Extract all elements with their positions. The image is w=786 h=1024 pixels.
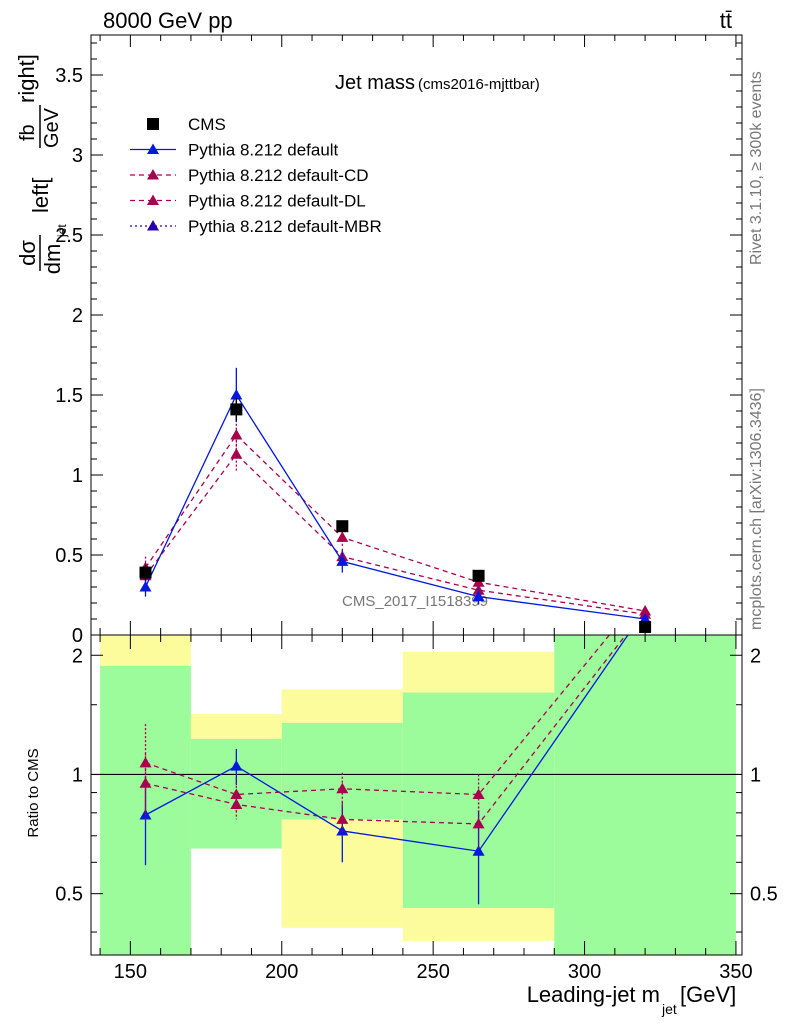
green-band-4 — [554, 635, 736, 955]
legend-marker-mbr — [147, 220, 159, 231]
legend-label-default: Pythia 8.212 default — [188, 141, 339, 160]
legend-marker-cd — [147, 169, 159, 180]
data-point-default — [472, 590, 485, 602]
x-tick-label: 250 — [416, 961, 449, 983]
x-axis: 150 200 250 300 350 — [99, 621, 753, 983]
ratio-y-tick-label: 1 — [72, 764, 83, 786]
ylabel-right-text: right] — [14, 54, 39, 103]
x-axis-label-sub: jet — [661, 1001, 677, 1017]
ylabel-numerator: dσ — [15, 240, 40, 266]
series-line-cd — [144, 433, 646, 612]
data-point-cms — [639, 621, 652, 633]
data-point-cd — [230, 429, 243, 440]
main-series-group — [139, 367, 652, 633]
ratio-y-tick-label-right: 1 — [750, 764, 761, 786]
main-y-tick-label: 3.5 — [55, 65, 83, 87]
main-y-tick-label: 3 — [72, 145, 83, 167]
ratio-point-cd — [336, 782, 349, 794]
x-tick-label: 150 — [114, 961, 147, 983]
ratio-y-tick-label: 0.5 — [55, 884, 83, 906]
main-y-tick-label: 0.5 — [55, 545, 83, 567]
ratio-point-dl — [472, 817, 485, 829]
x-tick-label: 300 — [568, 961, 601, 983]
ratio-y-tick-label-right: 2 — [750, 645, 761, 667]
mcplots-reference-label: mcplots.cern.ch [arXiv:1306.3436] — [748, 388, 765, 630]
x-tick-label: 200 — [265, 961, 298, 983]
ratio-frame — [90, 634, 743, 956]
ratio-uncertainty-bands — [100, 635, 736, 955]
ylabel-left-text: left[ — [28, 178, 53, 213]
ratio-series-group — [91, 635, 742, 905]
data-point-default — [639, 613, 652, 624]
data-point-cms — [472, 569, 485, 582]
legend-label-cd: Pythia 8.212 default-CD — [188, 166, 369, 185]
chart-title: Jet mass — [335, 72, 415, 94]
series-line-default — [144, 393, 646, 620]
legend-marker-default — [147, 143, 159, 154]
main-y-tick-label: 2 — [72, 305, 83, 327]
data-point-cd — [336, 531, 349, 542]
ratio-point-default — [336, 824, 349, 836]
ratio-y-tick-label: 2 — [72, 645, 83, 667]
ratio-y-axis: 0.5 0.5 1 1 2 2 — [55, 645, 778, 933]
data-point-cms — [139, 566, 152, 579]
main-y-tick-label: 0 — [72, 625, 83, 647]
ylabel-fraction-num: fb — [17, 124, 39, 141]
ratio-point-dl — [230, 798, 243, 809]
main-panel: 0 0.5 1 1.5 2 2.5 3 3.5 Jet mass (cms2016-mjttb… — [55, 34, 743, 647]
ratio-point-default — [472, 845, 485, 856]
ratio-point-dl — [139, 777, 152, 788]
main-y-axis: 0 0.5 1 1.5 2 2.5 3 3.5 — [55, 35, 742, 647]
main-y-tick-label: 2.5 — [55, 225, 83, 247]
data-point-cms — [230, 403, 243, 416]
legend-label-cms: CMS — [188, 115, 226, 134]
x-axis-label-unit: [GeV] — [680, 982, 736, 1007]
ratio-y-axis-label: Ratio to CMS — [25, 748, 42, 837]
series-line-dl — [144, 453, 646, 615]
x-axis-label: Leading-jet m — [527, 982, 660, 1007]
ratio-point-default — [230, 760, 243, 771]
main-y-tick-label: 1.5 — [55, 385, 83, 407]
data-point-cd — [639, 605, 652, 616]
data-point-default — [230, 389, 243, 400]
rivet-version-label: Rivet 3.1.10, ≥ 300k events — [748, 71, 765, 265]
series-cms — [139, 398, 652, 633]
data-point-cms — [336, 520, 349, 533]
ratio-series-dl — [139, 635, 627, 849]
series-cd — [139, 415, 652, 616]
legend-label-dl: Pythia 8.212 default-DL — [188, 192, 366, 211]
data-point-default — [336, 555, 349, 566]
ratio-point-cd — [472, 788, 485, 799]
header-process-label: tt̄ — [720, 8, 732, 33]
legend: CMS Pythia 8.212 default Pythia 8.212 defa… — [130, 115, 382, 236]
header-energy-label: 8000 GeV pp — [103, 8, 233, 33]
data-point-default — [139, 581, 152, 592]
analysis-watermark: CMS_2017_I1518399 — [342, 593, 488, 610]
main-y-tick-label: 1 — [72, 465, 83, 487]
legend-marker-cms — [147, 118, 159, 130]
ratio-point-cd — [230, 788, 243, 799]
legend-label-mbr: Pythia 8.212 default-MBR — [188, 217, 382, 236]
main-y-axis-label: dσ dm jet left[ fb GeV right] — [14, 54, 69, 274]
chart-subtitle: (cms2016-mjttbar) — [418, 76, 540, 93]
ratio-y-tick-label-right: 0.5 — [750, 884, 778, 906]
ylabel-fraction-den: GeV — [41, 107, 63, 148]
legend-marker-dl — [147, 194, 159, 205]
ylabel-denominator-sub: jet — [55, 224, 69, 238]
ratio-panel: 0.5 0.51 12 2 150 200 250 300 350 Ratio to CMS … — [25, 621, 778, 1017]
series-default — [139, 367, 652, 624]
series-dl — [139, 436, 652, 619]
x-tick-label: 350 — [719, 961, 752, 983]
ylabel-denominator: dm — [40, 244, 65, 275]
ratio-point-dl — [336, 813, 349, 824]
